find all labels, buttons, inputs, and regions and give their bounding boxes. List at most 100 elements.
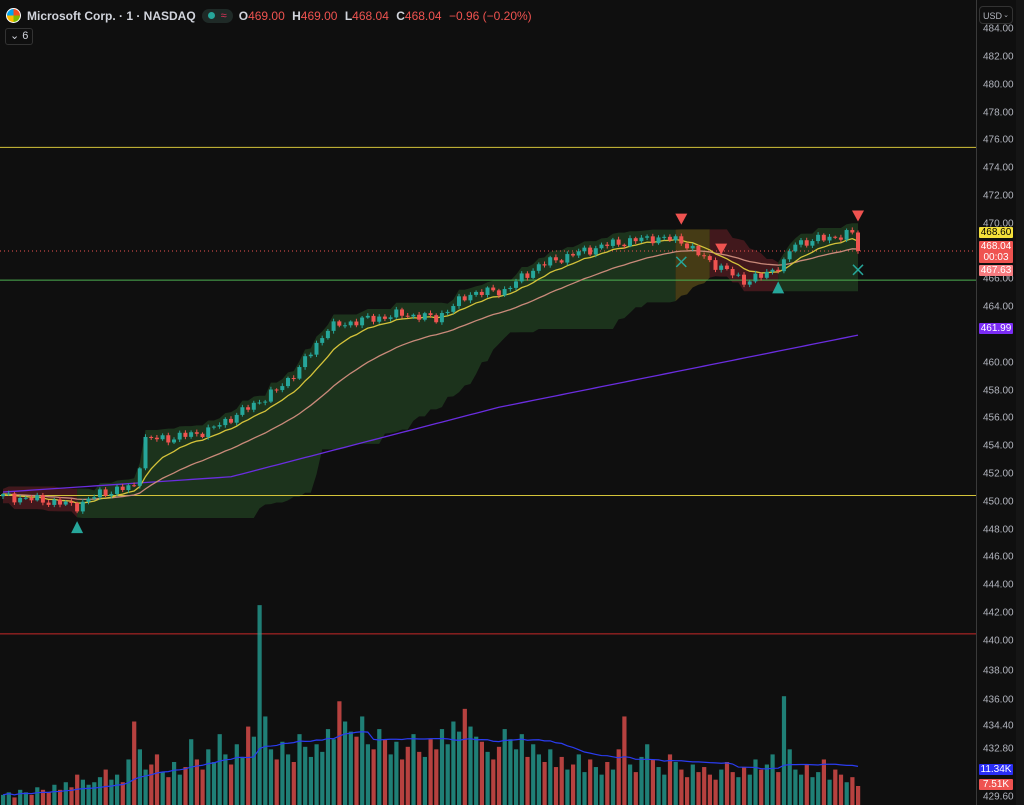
volume-bar	[194, 759, 199, 805]
price-axis-tick: 458.00	[983, 385, 1014, 397]
candle-body	[451, 306, 456, 312]
candle-body	[246, 407, 251, 410]
right-scrollbar[interactable]	[1016, 0, 1024, 805]
volume-bar	[536, 754, 541, 805]
volume-bar	[628, 764, 633, 805]
long-moving-average-line	[2, 334, 859, 493]
candle-body	[400, 309, 404, 316]
exit-signal-x-icon	[675, 256, 687, 268]
volume-bar	[616, 749, 621, 805]
candle-body	[69, 501, 74, 504]
price-axis-tick: 482.00	[983, 51, 1014, 63]
candle-body	[211, 426, 216, 428]
candle-body	[343, 325, 347, 327]
candle-body	[656, 237, 661, 244]
candle-body	[428, 313, 433, 316]
price-axis-tick: 440.00	[983, 635, 1014, 647]
candle-body	[217, 425, 222, 427]
candle-body	[650, 236, 655, 244]
candle-body	[821, 234, 826, 241]
candle-body	[206, 427, 211, 438]
candle-body	[371, 315, 376, 322]
volume-bar	[662, 774, 667, 805]
volume-bar	[576, 754, 581, 805]
candle-body	[257, 402, 262, 404]
volume-bar	[223, 754, 228, 805]
candle-body	[337, 321, 342, 326]
candle-body	[810, 241, 815, 246]
volume-bar	[12, 797, 17, 805]
candle-body	[479, 291, 484, 295]
candle-body	[40, 495, 45, 503]
volume-bar	[514, 749, 519, 805]
cloud-segment-olive	[675, 229, 710, 302]
price-chart[interactable]	[0, 0, 976, 805]
candle-body	[388, 317, 393, 319]
candle-body	[314, 342, 319, 355]
volume-bar	[92, 782, 97, 805]
volume-bar	[63, 782, 68, 805]
candle-body	[571, 254, 575, 256]
market-open-dot-icon	[207, 12, 215, 19]
price-axis-tick: 452.00	[983, 468, 1014, 480]
currency-select[interactable]: USD ⌄	[979, 6, 1013, 24]
volume-bar	[422, 756, 427, 805]
volume-bar	[154, 754, 160, 805]
volume-bar	[6, 792, 11, 805]
candle-body	[422, 313, 427, 320]
volume-bar	[371, 749, 376, 805]
volume-bar	[417, 751, 422, 805]
candle-body	[633, 238, 638, 242]
candle-body	[23, 497, 28, 499]
candle-body	[46, 502, 51, 505]
candle-body	[97, 489, 102, 498]
candle-body	[850, 230, 855, 233]
candle-body	[531, 270, 536, 278]
candle-body	[58, 499, 62, 505]
candle-body	[485, 287, 490, 295]
candle-body	[177, 432, 182, 440]
candle-body	[80, 501, 85, 512]
volume-bar	[793, 769, 798, 805]
candle-body	[12, 493, 17, 503]
volume-bar	[177, 774, 182, 805]
volume-bar	[297, 734, 302, 805]
indicators-toggle-button[interactable]: ⌄ 6	[5, 28, 34, 45]
volume-bar	[240, 756, 245, 805]
price-axis-tick: 470.00	[983, 218, 1014, 230]
candle-body	[115, 486, 119, 494]
volume-bar	[451, 721, 456, 805]
price-axis-tick: 442.00	[983, 607, 1014, 619]
volume-bar	[337, 701, 342, 805]
volume-bar	[382, 739, 388, 805]
price-axis-tick: 454.00	[983, 440, 1014, 452]
volume-bar	[314, 744, 319, 805]
candle-body	[365, 315, 370, 318]
candle-body	[514, 281, 518, 288]
candle-body	[582, 247, 587, 252]
candle-body	[799, 240, 803, 245]
price-axis-tick: 472.00	[983, 190, 1014, 202]
market-status-pill[interactable]: ≈	[201, 8, 233, 23]
volume-bar	[115, 774, 120, 805]
price-axis-tick: 484.00	[983, 23, 1014, 35]
volume-bar	[838, 774, 844, 805]
candle-body	[707, 256, 712, 261]
volume-bar	[787, 749, 792, 805]
candle-body	[434, 315, 439, 323]
volume-bar	[434, 749, 439, 805]
volume-bar	[747, 774, 752, 805]
approx-icon: ≈	[220, 9, 227, 22]
volume-bar	[331, 739, 336, 805]
candle-body	[645, 236, 650, 238]
candle-body	[816, 234, 821, 242]
candle-body	[291, 377, 296, 379]
candle-body	[690, 245, 695, 249]
symbol-title[interactable]: Microsoft Corp. · 1 · NASDAQ	[27, 8, 196, 23]
volume-bar	[166, 777, 171, 805]
volume-bar	[702, 767, 707, 805]
candle-body	[417, 314, 422, 320]
candle-body	[673, 236, 678, 241]
volume-bar	[103, 769, 108, 805]
candle-body	[1, 494, 5, 497]
